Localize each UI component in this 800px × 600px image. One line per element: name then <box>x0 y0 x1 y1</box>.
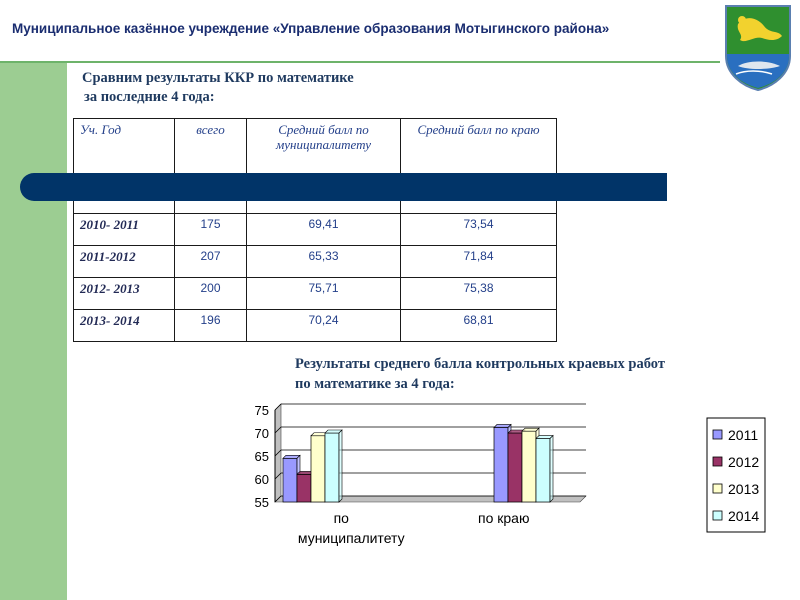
row-region: 71,84 <box>400 245 557 278</box>
legend-label: 2012 <box>728 454 759 470</box>
chart-heading-line2: по математике за 4 года: <box>295 376 455 392</box>
y-tick-label: 65 <box>255 449 269 464</box>
row-region: 68,81 <box>400 309 557 342</box>
y-tick-label: 70 <box>255 426 269 441</box>
left-decorative-band <box>0 62 67 600</box>
row-region: 75,38 <box>400 277 557 310</box>
bar <box>521 430 537 503</box>
row-total: 196 <box>174 309 247 342</box>
legend-swatch <box>712 483 723 494</box>
row-municipal: 69,41 <box>246 213 401 246</box>
header-total: всего <box>174 118 247 176</box>
legend-label: 2014 <box>728 508 759 524</box>
y-tick-label: 60 <box>255 472 269 487</box>
bar <box>324 432 340 503</box>
y-tick-label: 75 <box>255 403 269 418</box>
table-header-row: Уч. Год всего Средний балл по муниципали… <box>73 118 557 176</box>
header-academic-year: Уч. Год <box>73 118 175 176</box>
legend-swatch <box>712 429 723 440</box>
chart-heading-line1: Результаты среднего балла контрольных кр… <box>295 356 665 372</box>
header-divider <box>0 61 720 63</box>
row-municipal: 75,71 <box>246 277 401 310</box>
legend-label: 2011 <box>728 427 758 443</box>
comparison-heading: Сравним результаты ККР по математике за … <box>82 69 354 107</box>
district-coat-of-arms-icon <box>725 5 791 92</box>
bar <box>310 435 326 503</box>
gridline-depth <box>274 403 282 411</box>
bar <box>296 474 312 503</box>
bar-side <box>338 429 343 503</box>
row-municipal: 70,24 <box>246 309 401 342</box>
row-year: 2013- 2014 <box>73 309 175 342</box>
gridline-depth <box>274 472 282 480</box>
row-total: 207 <box>174 245 247 278</box>
page-title: Муниципальное казённое учреждение «Управ… <box>12 21 610 36</box>
bar <box>282 457 298 503</box>
comparison-heading-line1: Сравним результаты ККР по математике <box>82 70 354 86</box>
bar <box>493 427 509 503</box>
x-category-label: по <box>334 510 350 526</box>
y-tick-label: 55 <box>255 495 269 510</box>
bar <box>507 432 523 503</box>
table-row: 2013- 2014 196 70,24 68,81 <box>73 309 557 342</box>
bar-chart: 55 60 65 70 75 по муниципалитету по краю 2011 201… <box>255 403 766 546</box>
bar <box>535 438 551 503</box>
legend-swatch <box>712 510 723 521</box>
row-total: 200 <box>174 277 247 310</box>
row-year: 2011-2012 <box>73 245 175 278</box>
bar-side <box>549 434 554 503</box>
row-region: 73,54 <box>400 213 557 246</box>
header-municipal-average: Средний балл по муниципалитету <box>246 118 401 176</box>
legend-label: 2013 <box>728 481 759 497</box>
results-table: Уч. Год всего Средний балл по муниципали… <box>73 118 557 342</box>
table-row: 2012- 2013 200 75,71 75,38 <box>73 277 557 310</box>
row-year: 2012- 2013 <box>73 277 175 310</box>
table-row: 2010- 2011 175 69,41 73,54 <box>73 213 557 246</box>
legend-swatch <box>712 456 723 467</box>
row-year: 2010- 2011 <box>73 213 175 246</box>
x-category-label: муниципалитету <box>298 530 405 546</box>
gridline-depth <box>274 495 282 503</box>
header-region-average: Средний балл по краю <box>400 118 557 176</box>
chart-heading: Результаты среднего балла контрольных кр… <box>295 354 665 394</box>
row-municipal: 65,33 <box>246 245 401 278</box>
gridline-depth <box>274 426 282 434</box>
row-total: 175 <box>174 213 247 246</box>
comparison-heading-line2: за последние 4 года: <box>84 89 215 105</box>
x-category-label: по краю <box>478 510 529 526</box>
decorative-navy-bar <box>20 173 667 201</box>
gridline-depth <box>274 449 282 457</box>
table-row: 2011-2012 207 65,33 71,84 <box>73 245 557 278</box>
